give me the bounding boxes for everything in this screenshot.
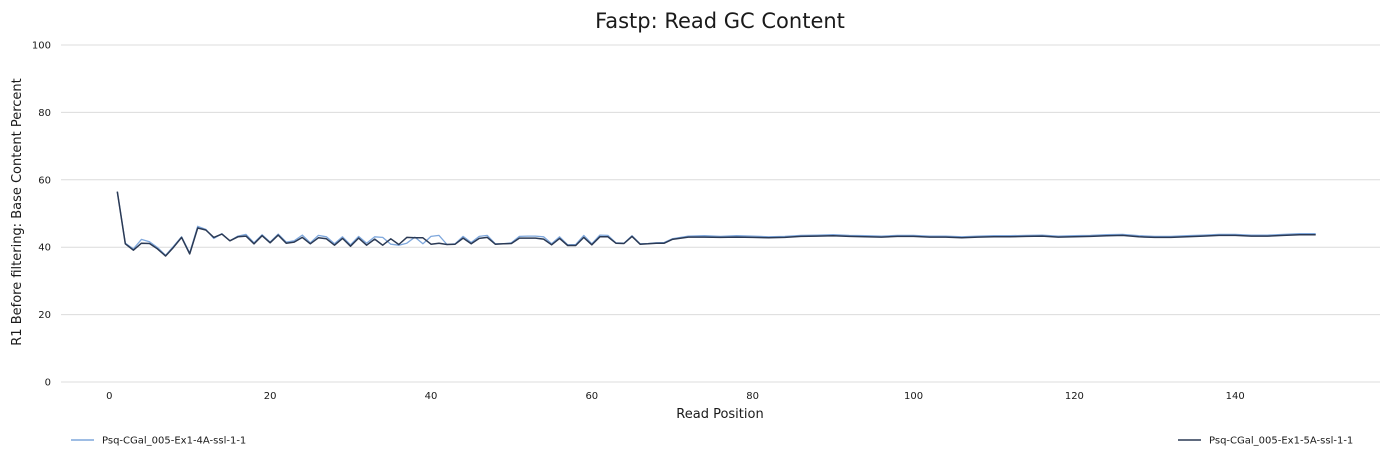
y-tick-label: 20: [38, 310, 51, 321]
legend-item[interactable]: Psq-CGal_005-Ex1-5A-ssl-1-1: [1178, 436, 1353, 447]
y-tick-label: 40: [38, 243, 51, 254]
x-tick-label: 140: [1226, 391, 1245, 402]
series-lines[interactable]: [116, 191, 1316, 257]
x-tick-label: 0: [106, 391, 112, 402]
x-axis-ticks: 0 20 40 60 80 100 120 140: [106, 391, 1245, 402]
y-tick-label: 80: [38, 108, 51, 119]
y-tick-label: 60: [38, 175, 51, 186]
x-tick-label: 60: [585, 391, 598, 402]
x-axis-label: Read Position: [676, 407, 763, 422]
series-line-2[interactable]: [116, 191, 1316, 257]
x-tick-label: 80: [746, 391, 759, 402]
y-tick-label: 0: [45, 378, 51, 389]
x-tick-label: 100: [904, 391, 923, 402]
legend-label: Psq-CGal_005-Ex1-4A-ssl-1-1: [102, 436, 246, 447]
x-tick-label: 40: [425, 391, 438, 402]
x-tick-label: 20: [264, 391, 277, 402]
grid-lines: [61, 44, 1380, 383]
y-tick-label: 100: [32, 41, 51, 52]
x-tick-label: 120: [1065, 391, 1084, 402]
legend-item[interactable]: Psq-CGal_005-Ex1-4A-ssl-1-1: [71, 436, 246, 447]
y-axis-label: R1 Before filtering: Base Content Percen…: [10, 78, 25, 345]
chart-title: Fastp: Read GC Content: [595, 9, 845, 33]
legend[interactable]: Psq-CGal_005-Ex1-4A-ssl-1-1 Psq-CGal_005-…: [71, 436, 1353, 447]
legend-label: Psq-CGal_005-Ex1-5A-ssl-1-1: [1209, 436, 1353, 447]
series-line-1[interactable]: [116, 191, 1316, 256]
y-axis-ticks: 0 20 40 60 80 100: [32, 41, 51, 389]
